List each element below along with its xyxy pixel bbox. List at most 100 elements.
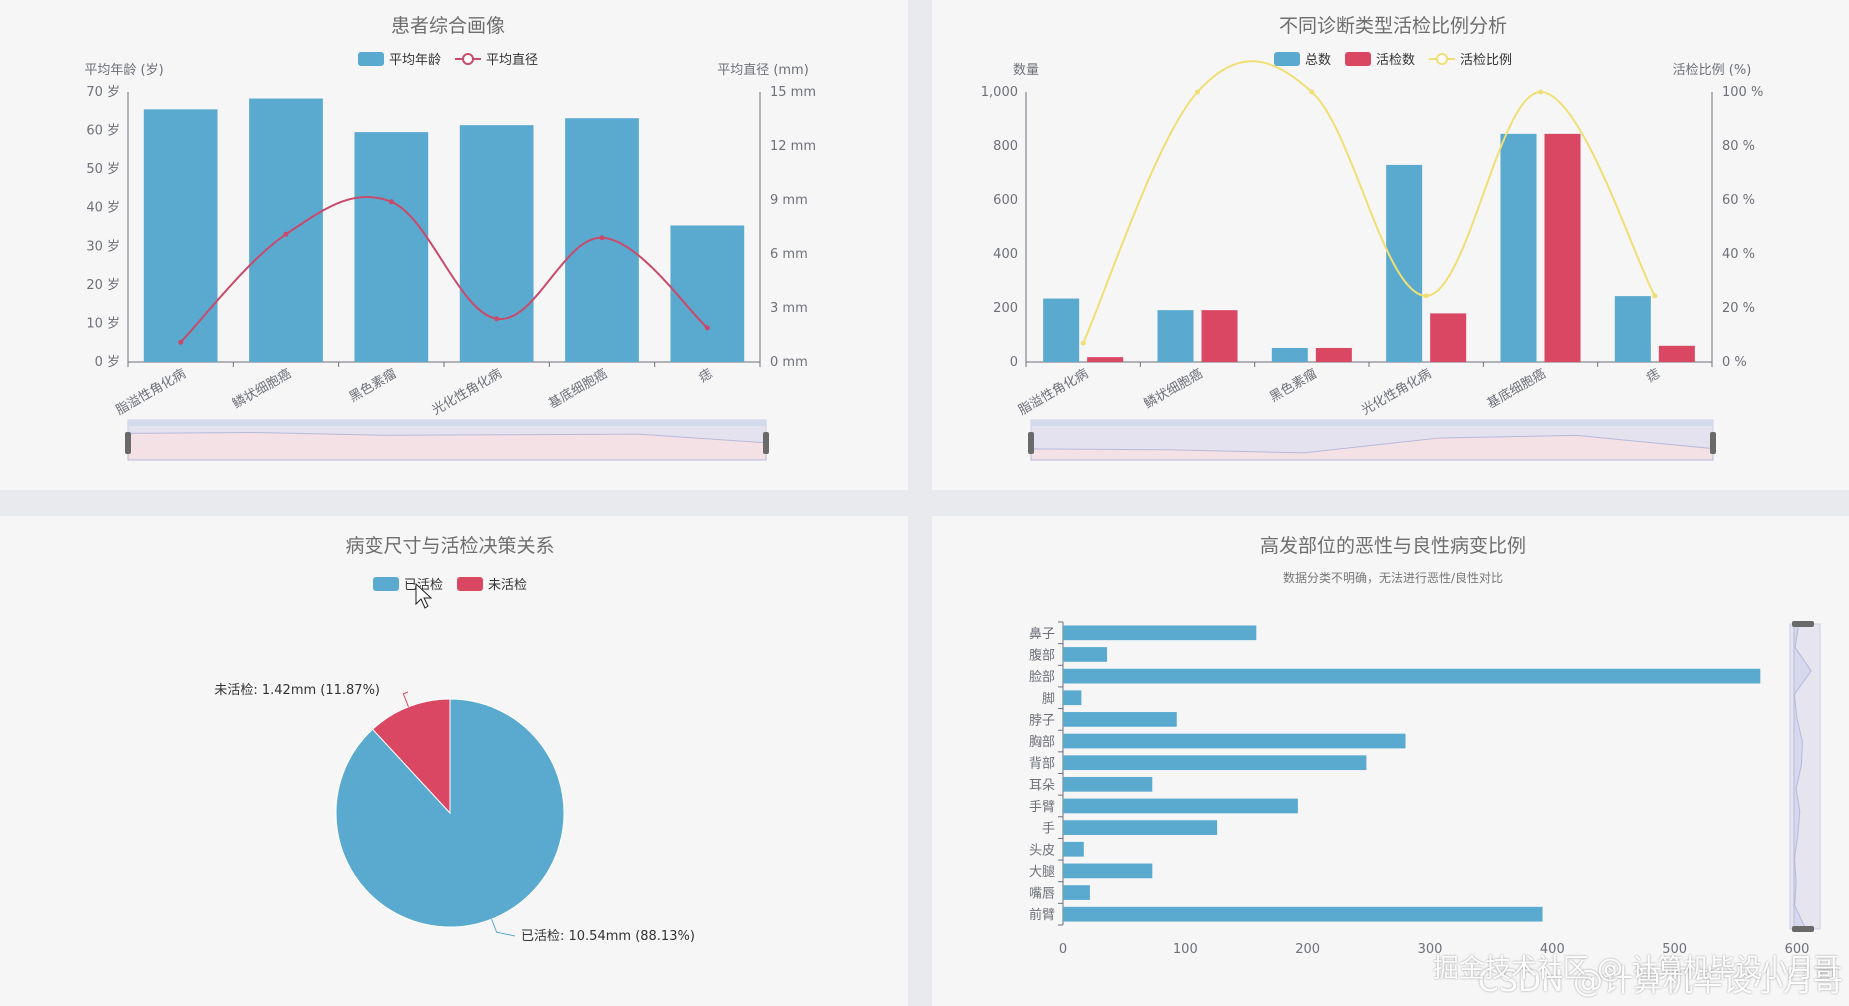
chart2-y2-tick: 100 % bbox=[1722, 85, 1763, 100]
chart4-bar-背部 bbox=[1063, 755, 1367, 771]
chart1-line-point bbox=[388, 199, 394, 205]
chart3-slice-label: 已活检: 10.54mm (88.13%) bbox=[521, 929, 695, 944]
chart4-datazoom-shadow bbox=[1793, 623, 1812, 930]
chart2-line-point bbox=[1652, 293, 1658, 299]
chart1-x-tick-label: 痣 bbox=[696, 366, 715, 386]
chart4-bar-手臂 bbox=[1063, 798, 1298, 814]
chart2-y-axis-name: 数量 bbox=[1013, 63, 1039, 78]
chart4-y-tick-label: 鼻子 bbox=[1029, 626, 1055, 642]
chart2-legend-2-dot-swatch bbox=[1436, 53, 1448, 65]
chart2-line-point bbox=[1423, 293, 1429, 299]
chart2-y-tick: 800 bbox=[993, 139, 1018, 154]
chart3-legend-0-swatch bbox=[373, 577, 399, 591]
chart2-y2-tick: 80 % bbox=[1722, 139, 1755, 154]
chart1-line-point bbox=[178, 339, 184, 345]
chart1-x-tick-label: 鳞状细胞癌 bbox=[230, 366, 294, 412]
chart4-y-tick-label: 手臂 bbox=[1029, 800, 1055, 815]
chart2-x-tick-label: 鳞状细胞癌 bbox=[1141, 366, 1205, 412]
chart1-line-平均直径 bbox=[179, 195, 708, 343]
chart2-bar-总数 bbox=[1043, 298, 1080, 362]
chart4-bar-鼻子 bbox=[1063, 625, 1257, 641]
chart4-x-tick-label: 0 bbox=[1059, 942, 1067, 957]
chart4-y-tick-label: 耳朵 bbox=[1029, 778, 1055, 793]
chart2-x-tick-label: 基底细胞癌 bbox=[1484, 366, 1548, 412]
chart4-y-tick-label: 脸部 bbox=[1029, 670, 1055, 685]
chart4-y-tick-label: 脖子 bbox=[1029, 712, 1055, 728]
chart4-bar-胸部 bbox=[1063, 733, 1406, 749]
chart2-y-tick: 0 bbox=[1010, 355, 1018, 370]
chart1-datazoom-shadow bbox=[127, 432, 767, 461]
chart4-datazoom-handle-bottom bbox=[1792, 926, 1814, 932]
watermark-back: CSDN @计算机毕设小月哥 bbox=[1477, 964, 1843, 999]
chart3-legend-1-swatch bbox=[457, 577, 483, 591]
chart2-y-tick: 1,000 bbox=[981, 85, 1018, 100]
chart2-bar-活检数 bbox=[1087, 357, 1124, 362]
watermark-front: 掘金技术社区 @ 计算机毕设小月哥 bbox=[1432, 954, 1840, 984]
chart2-y2-tick: 0 % bbox=[1722, 355, 1747, 370]
chart2-bar-总数 bbox=[1386, 164, 1423, 362]
chart4-y-tick-label: 背部 bbox=[1029, 757, 1055, 772]
chart1-y2-tick: 9 mm bbox=[770, 193, 808, 208]
chart2-bar-总数 bbox=[1157, 310, 1194, 362]
chart2-bar-活检数 bbox=[1658, 345, 1695, 362]
chart2-bar-总数 bbox=[1614, 296, 1651, 362]
chart2-y-tick: 600 bbox=[993, 193, 1018, 208]
chart1-y-tick: 10 岁 bbox=[86, 316, 120, 331]
chart4-bar-头皮 bbox=[1063, 841, 1084, 857]
chart2-y2-tick: 60 % bbox=[1722, 193, 1755, 208]
chart1-y-tick: 40 岁 bbox=[86, 201, 120, 216]
chart4-x-tick-label: 300 bbox=[1418, 942, 1443, 957]
chart4-bar-脖子 bbox=[1063, 712, 1177, 727]
chart2-datazoom-handle-right bbox=[1710, 432, 1716, 454]
chart1-x-tick-label: 黑色素瘤 bbox=[346, 366, 399, 406]
body-site-panel: 高发部位的恶性与良性病变比例 数据分类不明确，无法进行恶性/良性对比 0 100 200… bbox=[932, 516, 1849, 1006]
chart3-legend-0-label: 已活检 bbox=[404, 578, 443, 593]
chart4-bar-腹部 bbox=[1063, 647, 1108, 662]
chart1-title: 患者综合画像 bbox=[391, 15, 505, 37]
chart2-x-tick-label: 光化性角化病 bbox=[1359, 366, 1434, 418]
chart4-x-tick-label: 400 bbox=[1540, 942, 1565, 957]
chart2-bar-总数 bbox=[1500, 133, 1537, 362]
chart2-datazoom-top-strip bbox=[1031, 420, 1713, 426]
chart4-subtitle: 数据分类不明确，无法进行恶性/良性对比 bbox=[1283, 570, 1503, 585]
chart1-line-point bbox=[599, 235, 605, 241]
chart1-bar-平均年龄 bbox=[354, 132, 429, 362]
chart3-title: 病变尺寸与活检决策关系 bbox=[345, 535, 554, 557]
chart1-bar-平均年龄 bbox=[143, 109, 218, 362]
chart2-legend-2-label: 活检比例 bbox=[1460, 53, 1512, 68]
chart1-x-tick-label: 基底细胞癌 bbox=[546, 366, 610, 412]
chart4-bar-手 bbox=[1063, 820, 1218, 835]
patient-profile-panel: 患者综合画像 平均年龄 平均直径 平均年龄 (岁) 平均直径 (mm) 0 岁 10 岁 20… bbox=[0, 0, 908, 490]
chart1-bar-平均年龄 bbox=[249, 98, 323, 363]
chart2-bar-总数 bbox=[1271, 347, 1308, 362]
chart4-bar-脸部 bbox=[1063, 668, 1761, 684]
chart4-bar-脚 bbox=[1063, 690, 1082, 706]
chart1-legend-0-label: 平均年龄 bbox=[389, 53, 441, 68]
chart2-y2-axis-name: 活检比例 (%) bbox=[1673, 63, 1752, 78]
chart1-datazoom-handle-left bbox=[125, 432, 131, 454]
chart2-line-活检比例 bbox=[1082, 60, 1656, 344]
chart4-y-tick-label: 头皮 bbox=[1029, 843, 1055, 858]
chart2-datazoom-shadow bbox=[1030, 434, 1714, 461]
chart2-bar-活检数 bbox=[1201, 310, 1238, 362]
chart2-line-point bbox=[1538, 89, 1543, 95]
chart3-legend-1-label: 未活检 bbox=[488, 578, 527, 593]
mouse-cursor-icon bbox=[415, 582, 433, 609]
chart1-line-point bbox=[704, 325, 710, 331]
chart2-bar-活检数 bbox=[1544, 133, 1581, 362]
chart2-bar-活检数 bbox=[1430, 313, 1467, 362]
chart2-bar-活检数 bbox=[1315, 347, 1352, 362]
chart1-y-tick: 60 岁 bbox=[86, 124, 120, 139]
chart4-y-tick-label: 大腿 bbox=[1029, 865, 1055, 880]
biopsy-ratio-panel: 不同诊断类型活检比例分析 总数 活检数 活检比例 数量 活检比例 (%) 0 200 400 60… bbox=[932, 0, 1849, 490]
lesion-size-panel: 病变尺寸与活检决策关系 已活检 未活检 已活检: 10.54mm (88.13%) 未活… bbox=[0, 516, 908, 1006]
chart1-y2-tick: 15 mm bbox=[770, 85, 816, 100]
chart2-x-tick-label: 脂溢性角化病 bbox=[1016, 366, 1091, 418]
chart2-x-tick-label: 黑色素瘤 bbox=[1267, 366, 1320, 406]
chart1-y2-tick: 0 mm bbox=[770, 355, 808, 370]
chart1-line-point bbox=[494, 316, 500, 322]
chart1-y-tick: 50 岁 bbox=[86, 162, 120, 177]
chart2-legend-0-swatch bbox=[1274, 52, 1300, 66]
